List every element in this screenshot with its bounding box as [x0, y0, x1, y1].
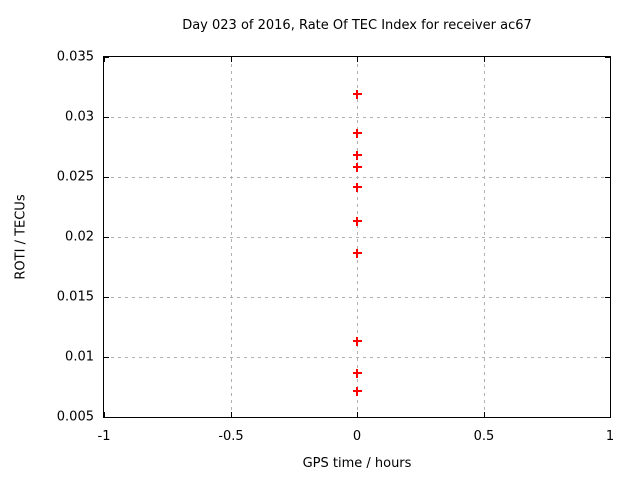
x-tick-label: 1: [605, 429, 615, 444]
y-tick-mark: [605, 117, 610, 118]
y-tick-mark: [605, 57, 610, 58]
grid-line-y: [104, 177, 610, 178]
data-point-marker: [356, 183, 358, 192]
data-point-marker: [356, 151, 358, 160]
y-tick-mark: [605, 177, 610, 178]
x-tick-label: 0.5: [473, 429, 495, 444]
data-point-marker: [356, 217, 358, 226]
data-point-marker: [356, 387, 358, 396]
x-tick-mark: [104, 412, 105, 417]
grid-line-y: [104, 117, 610, 118]
y-tick-mark: [104, 237, 109, 238]
x-tick-mark: [610, 57, 611, 62]
y-tick-label: 0.02: [65, 229, 94, 245]
y-tick-label: 0.015: [56, 289, 94, 305]
y-tick-mark: [104, 57, 109, 58]
x-tick-label: -1: [97, 429, 111, 444]
y-tick-label: 0.025: [56, 169, 94, 185]
y-tick-mark: [605, 417, 610, 418]
plot-area: [103, 56, 611, 418]
x-tick-mark: [610, 412, 611, 417]
y-tick-mark: [605, 237, 610, 238]
y-tick-label: 0.01: [65, 349, 94, 365]
data-point-marker: [356, 163, 358, 172]
data-point-marker: [356, 90, 358, 99]
y-tick-mark: [104, 297, 109, 298]
y-tick-mark: [605, 357, 610, 358]
x-tick-mark: [484, 412, 485, 417]
data-point-marker: [356, 129, 358, 138]
x-tick-mark: [231, 57, 232, 62]
x-tick-mark: [484, 57, 485, 62]
x-tick-mark: [357, 57, 358, 62]
grid-line-y: [104, 297, 610, 298]
y-tick-label: 0.035: [56, 49, 94, 65]
y-tick-mark: [104, 177, 109, 178]
y-tick-mark: [104, 117, 109, 118]
x-tick-mark: [104, 57, 105, 62]
x-tick-mark: [231, 412, 232, 417]
grid-line-y: [104, 237, 610, 238]
y-tick-label: 0.005: [56, 409, 94, 425]
grid-line-y: [104, 357, 610, 358]
y-tick-mark: [605, 297, 610, 298]
x-axis-label: GPS time / hours: [302, 456, 412, 471]
y-tick-mark: [104, 357, 109, 358]
y-tick-mark: [104, 417, 109, 418]
x-tick-label: 0: [352, 429, 362, 444]
data-point-marker: [356, 337, 358, 346]
chart-title: Day 023 of 2016, Rate Of TEC Index for r…: [182, 18, 532, 33]
data-point-marker: [356, 369, 358, 378]
x-tick-mark: [357, 412, 358, 417]
x-tick-label: -0.5: [218, 429, 244, 444]
y-tick-label: 0.03: [65, 109, 94, 125]
data-point-marker: [356, 249, 358, 258]
